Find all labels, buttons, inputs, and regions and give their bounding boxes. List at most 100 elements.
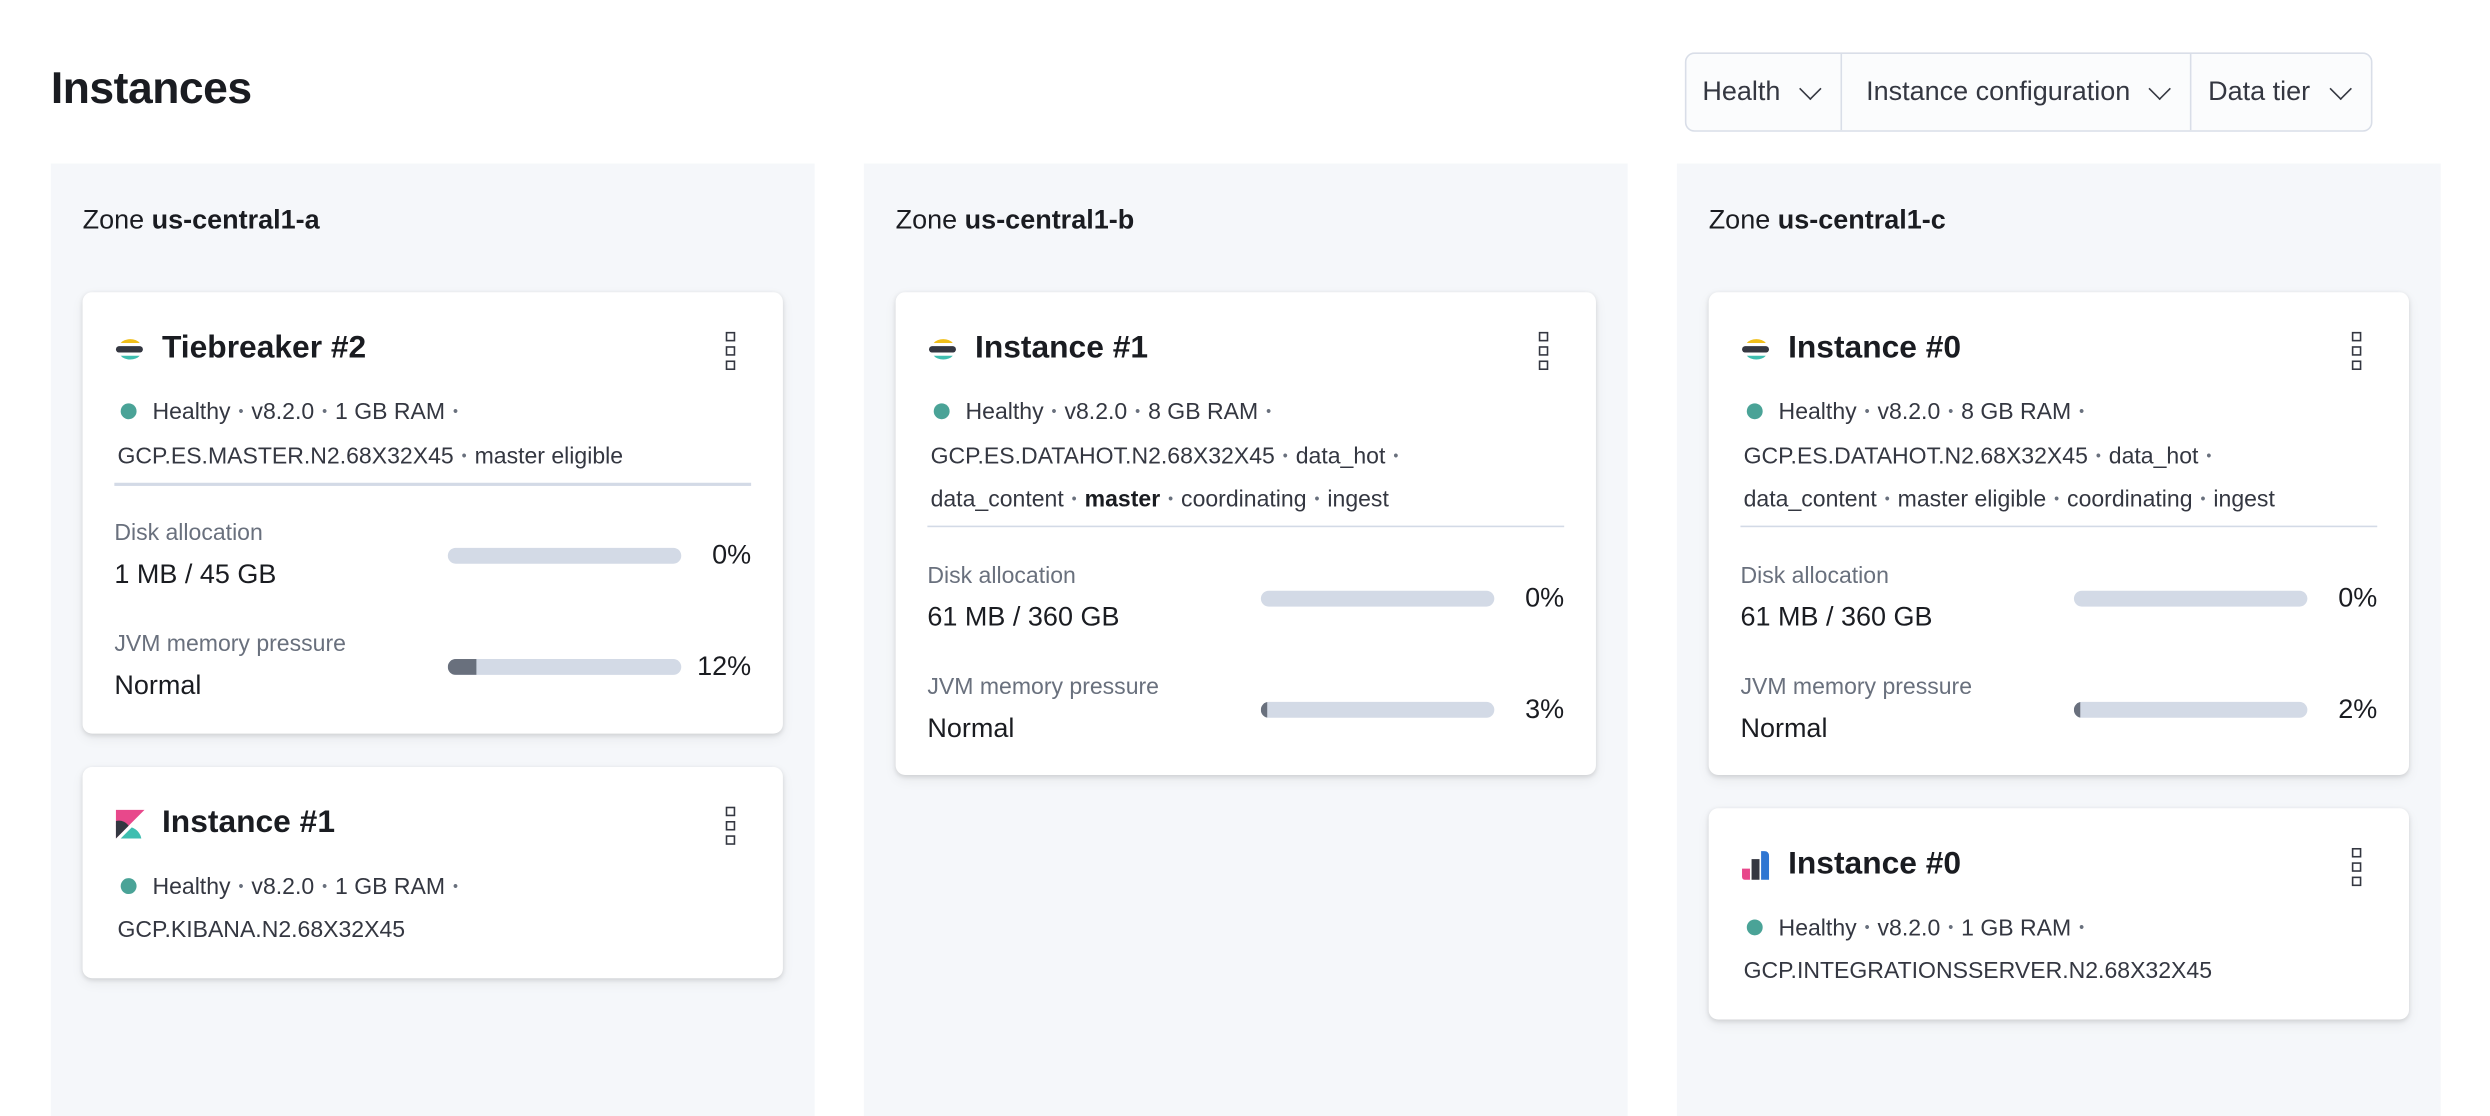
- metadata-item: GCP.ES.DATAHOT.N2.68X32X45: [1743, 443, 2088, 470]
- divider: [1740, 524, 2378, 528]
- zone-prefix: Zone: [895, 204, 958, 236]
- instance-card: Instance #1 Healthy • v8.2.0 • 8 GB RAM • GCP.E…: [895, 292, 1596, 775]
- health-filter-button[interactable]: Health: [1686, 54, 1840, 130]
- separator-dot: •: [1393, 447, 1399, 463]
- card-header: Tiebreaker #2: [114, 330, 366, 367]
- kebab-dot: [2351, 847, 2362, 858]
- metric-percent: 0%: [1525, 582, 1565, 613]
- more-actions-icon[interactable]: [2351, 331, 2362, 371]
- separator-dot: •: [1135, 403, 1141, 420]
- separator-dot: •: [461, 447, 467, 463]
- metadata-item: coordinating: [1181, 487, 1307, 513]
- metric-label: JVM memory pressure: [114, 632, 346, 658]
- separator-dot: •: [2200, 490, 2206, 507]
- separator-dot: •: [1071, 490, 1077, 507]
- page-title: Instances: [50, 63, 252, 113]
- filter-label: Data tier: [2208, 76, 2311, 107]
- metadata-item: 8 GB RAM: [1148, 400, 1259, 426]
- more-actions-icon[interactable]: [725, 806, 736, 845]
- metadata-item: GCP.ES.MASTER.N2.68X32X45: [117, 443, 454, 470]
- more-actions-icon[interactable]: [2351, 847, 2362, 887]
- instance-title[interactable]: Instance #1: [975, 330, 1149, 366]
- metadata-line: data_content • master eligible • coordinatin…: [1744, 478, 2378, 522]
- separator-dot: •: [322, 403, 328, 420]
- kebab-dot: [1538, 346, 1549, 356]
- metadata-item: data_content: [1743, 487, 1877, 513]
- kebab-dot: [2351, 360, 2362, 371]
- more-actions-icon[interactable]: [725, 331, 736, 371]
- metadata-line: Healthy • v8.2.0 • 8 GB RAM •: [1744, 391, 2378, 435]
- metric-value: 1 MB / 45 GB: [114, 558, 277, 590]
- jvm-memory-metric: JVM memory pressure Normal 3%: [927, 674, 1564, 753]
- kebab-dot: [725, 835, 736, 845]
- instance-title[interactable]: Instance #0: [1788, 330, 1962, 366]
- metric-label: JVM memory pressure: [1740, 674, 1973, 700]
- data-tier-filter-button[interactable]: Data tier: [2190, 53, 2371, 131]
- metric-percent: 0%: [2338, 582, 2378, 613]
- metric-label: Disk allocation: [114, 520, 263, 547]
- separator-dot: •: [1864, 919, 1870, 936]
- metric-percent: 3%: [1525, 693, 1565, 724]
- metric-label: Disk allocation: [1740, 562, 1889, 589]
- card-header: Instance #0: [1740, 846, 1961, 883]
- kebab-dot: [2351, 331, 2362, 342]
- zone-prefix: Zone: [1708, 204, 1771, 236]
- metadata-item: data_content: [930, 487, 1064, 513]
- instance-title[interactable]: Tiebreaker #2: [161, 330, 367, 366]
- metadata-line: Healthy • v8.2.0 • 1 GB RAM •: [118, 391, 752, 435]
- instance-card: Instance #1 Healthy • v8.2.0 • 1 GB RAM • GCP.K…: [82, 767, 783, 979]
- filter-group: Health Instance configuration Data tier: [1684, 52, 2373, 132]
- metric-value: 61 MB / 360 GB: [927, 601, 1120, 632]
- metadata-line: GCP.INTEGRATIONSSERVER.N2.68X32X45: [1744, 950, 2378, 992]
- zone-label: Zone us-central1-a: [83, 205, 320, 237]
- instance-metadata: Healthy • v8.2.0 • 8 GB RAM • GCP.ES.DATAHOT.N…: [1744, 391, 2378, 522]
- metric-value: 61 MB / 360 GB: [1740, 601, 1933, 632]
- health-status-dot-icon: [120, 878, 137, 895]
- instance-configuration-filter-button[interactable]: Instance configuration: [1840, 53, 2191, 131]
- instance-title[interactable]: Instance #1: [161, 805, 335, 841]
- metric-label: Disk allocation: [927, 562, 1076, 589]
- zone-column: Zone us-central1-b Instance #1 Healthy • v8.…: [863, 163, 1628, 1116]
- separator-dot: •: [2079, 919, 2085, 936]
- elasticsearch-logo-icon: [114, 333, 146, 365]
- progress-fill: [447, 659, 476, 675]
- progress-fill: [2073, 701, 2081, 717]
- metadata-item: ingest: [2213, 487, 2275, 513]
- metadata-item: 1 GB RAM: [335, 874, 446, 901]
- disk-allocation-metric: Disk allocation 61 MB / 360 GB 0%: [1740, 563, 2377, 642]
- instance-metadata: Healthy • v8.2.0 • 1 GB RAM • GCP.ES.MASTER.N2…: [118, 391, 752, 478]
- metadata-item: 1 GB RAM: [335, 400, 446, 426]
- zone-column: Zone us-central1-c Instance #0 Healthy • v8.…: [1676, 163, 2441, 1116]
- metadata-line: GCP.KIBANA.N2.68X32X45: [118, 909, 752, 951]
- kebab-dot: [725, 806, 736, 817]
- chevron-down-icon: [1799, 76, 1822, 100]
- metric-label: JVM memory pressure: [927, 674, 1159, 700]
- kebab-dot: [2351, 346, 2362, 356]
- kebab-dot: [725, 346, 736, 356]
- progress-bar: [2073, 701, 2308, 717]
- progress-bar: [2073, 589, 2308, 606]
- instance-card: Tiebreaker #2 Healthy • v8.2.0 • 1 GB RAM • GCP…: [82, 292, 783, 734]
- separator-dot: •: [322, 878, 328, 895]
- chevron-down-icon: [2149, 76, 2172, 100]
- metric-percent: 12%: [697, 651, 752, 682]
- separator-dot: •: [2206, 447, 2212, 463]
- metric-value: Normal: [114, 670, 202, 701]
- separator-dot: •: [1884, 490, 1890, 507]
- health-status: Healthy: [152, 874, 231, 901]
- card-header: Instance #1: [927, 330, 1148, 367]
- separator-dot: •: [2079, 403, 2085, 420]
- metric-percent: 0%: [712, 539, 752, 571]
- health-status-dot-icon: [933, 403, 950, 420]
- kibana-logo-icon: [114, 807, 146, 839]
- instance-title[interactable]: Instance #0: [1788, 846, 1962, 882]
- instance-metadata: Healthy • v8.2.0 • 8 GB RAM • GCP.ES.DATAHOT.N…: [931, 391, 1565, 522]
- card-header: Instance #0: [1740, 330, 1961, 367]
- kebab-dot: [1538, 331, 1549, 342]
- metadata-item: ingest: [1327, 487, 1389, 513]
- zone-name: us-central1-a: [151, 204, 320, 236]
- zone-label: Zone us-central1-c: [1709, 205, 1946, 237]
- more-actions-icon[interactable]: [1538, 331, 1549, 371]
- zone-column: Zone us-central1-a Tiebreaker #2 Healthy • v…: [50, 163, 815, 1116]
